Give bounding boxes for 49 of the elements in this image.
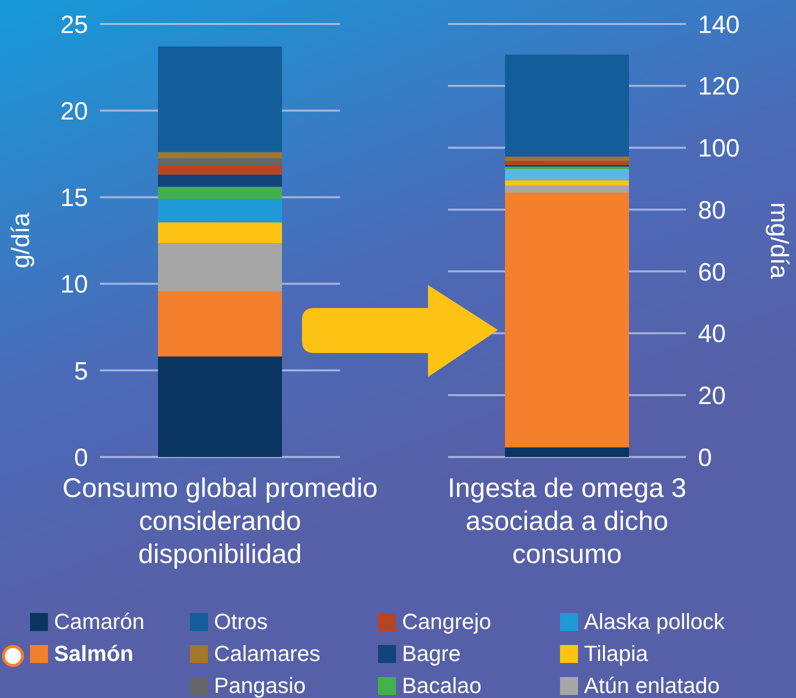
bar: [505, 161, 629, 166]
bar: [505, 169, 629, 180]
y2-tick-label: 0: [698, 444, 712, 472]
legend-label: Bacalao: [402, 673, 482, 698]
legend-label: Cangrejo: [402, 609, 492, 635]
bar: [505, 447, 629, 457]
x-tick-label: Consumo global promedio considerando disponibilidad: [62, 473, 378, 569]
legend-label: Calamares: [214, 641, 320, 667]
y2-tick-label: 40: [698, 320, 726, 348]
x-tick-label: Ingesta de omega 3 asociada a dicho consumo: [448, 473, 686, 569]
y2-tick-label: 120: [698, 72, 740, 101]
bar: [158, 356, 282, 457]
y2-tick-label: 20: [698, 382, 726, 410]
legend-label: Camarón: [54, 609, 144, 635]
legend-label: Alaska pollock: [584, 609, 725, 635]
bar: [158, 46, 282, 152]
y2-axis-title: mg/día: [765, 202, 794, 279]
y-tick-label: 5: [74, 357, 88, 386]
bar: [158, 158, 282, 166]
y-axis-title: g/día: [6, 212, 35, 268]
legend-label: Atún enlatado: [584, 673, 720, 698]
y-tick-label: 10: [60, 270, 88, 299]
bar: [505, 180, 629, 186]
bar: [158, 292, 282, 357]
legend-label: Tilapia: [584, 641, 648, 667]
y2-tick-label: 100: [698, 134, 740, 163]
bar: [158, 243, 282, 292]
bar: [158, 222, 282, 244]
bar: [158, 174, 282, 187]
legend-label: Pangasio: [214, 673, 306, 698]
y-tick-label: 20: [60, 97, 88, 126]
bar: [158, 186, 282, 199]
y-tick-label: 15: [60, 184, 88, 212]
y2-tick-label: 80: [698, 196, 726, 224]
bar: [505, 54, 629, 157]
y-tick-label: 25: [60, 10, 88, 39]
bar: [505, 166, 629, 170]
legend-label: Otros: [214, 609, 268, 635]
legend-label: Bagre: [402, 641, 461, 667]
bar: [505, 185, 629, 193]
bar: [158, 165, 282, 175]
bar: [158, 152, 282, 158]
bar: [158, 198, 282, 222]
legend-label: Salmón: [54, 641, 134, 667]
bar: [505, 192, 629, 448]
y2-tick-label: 60: [698, 258, 726, 286]
y2-tick-label: 140: [698, 10, 740, 39]
y-tick-label: 0: [74, 444, 88, 472]
bar: [505, 156, 629, 162]
